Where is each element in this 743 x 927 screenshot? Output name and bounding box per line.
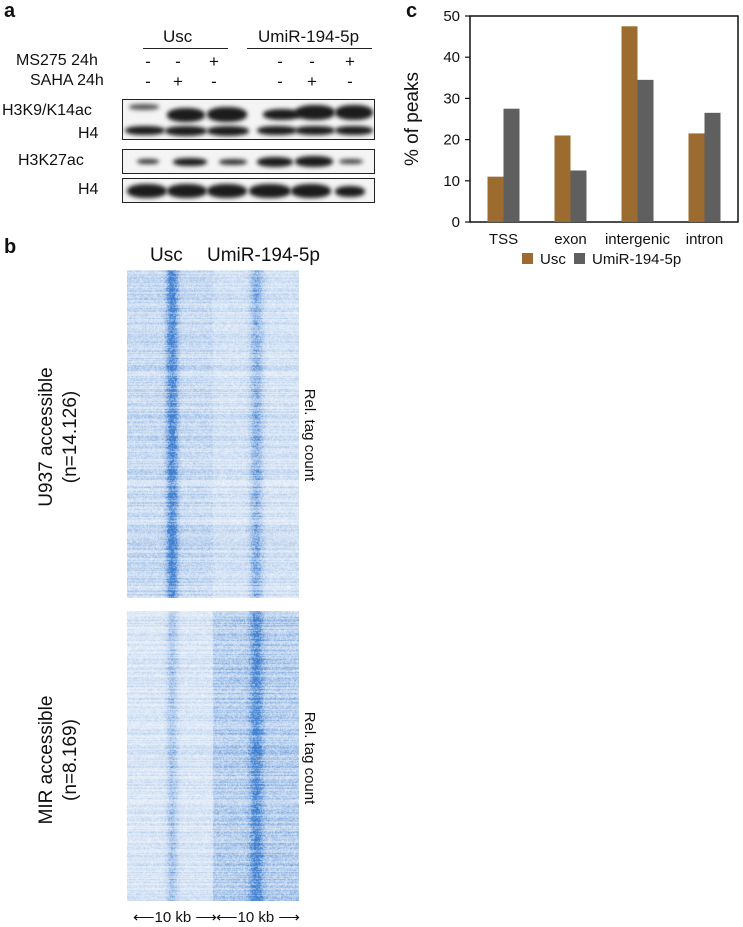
blot-group-usc-line <box>143 48 228 49</box>
y-tick-label: 0 <box>452 214 460 231</box>
blot-group-usc-label: Usc <box>163 27 193 46</box>
treatment-sign: + <box>345 52 355 71</box>
blot-group-umir-line <box>247 48 372 49</box>
treatment-sign: - <box>277 72 283 91</box>
top-label-line1: U937 accessible <box>36 367 57 507</box>
treatment-sign: + <box>173 72 183 91</box>
bottom-label-line2: (n=8.169) <box>60 719 81 801</box>
scale-bar-umir: ⟵10 kb ⟶ <box>216 909 300 926</box>
treatment-sign: - <box>145 72 151 91</box>
arrow-right-icon: ⟶ <box>191 909 217 926</box>
legend-label: Usc <box>540 251 566 268</box>
y-tick-label: 50 <box>443 8 460 25</box>
heatmap-top-row-label: U937 accessible (n=14.126) <box>35 337 85 537</box>
treatment-sign: - <box>277 52 283 71</box>
scale-bar-usc: ⟵10 kb ⟶ <box>133 909 217 926</box>
blot-h3k9k14ac-h4 <box>122 99 375 140</box>
y-axis-label: % of peaks <box>402 72 423 166</box>
row-label-h4-bottom: H4 <box>78 181 99 198</box>
rel-tag-count-top: Rel. tag count <box>301 388 318 482</box>
y-tick-label: 10 <box>443 173 460 190</box>
legend-label: UmiR-194-5p <box>592 251 681 268</box>
heatmap-mir-accessible <box>127 611 299 901</box>
treatment-sign: + <box>209 52 219 71</box>
panel-a-letter: a <box>4 0 16 22</box>
treatment-sign: - <box>309 52 315 71</box>
y-tick-label: 20 <box>443 132 460 149</box>
bar-umir-194-5p-intron <box>704 112 721 222</box>
y-tick-label: 30 <box>443 90 460 107</box>
top-label-line2: (n=14.126) <box>60 390 81 484</box>
bar-umir-194-5p-intergenic <box>637 79 654 222</box>
panel-b-letter: b <box>4 236 17 258</box>
blot-h3k27ac <box>122 149 375 174</box>
plot-frame <box>469 15 739 223</box>
blot-h4-loading <box>122 178 375 203</box>
bottom-label-line1: MIR accessible <box>36 695 57 825</box>
bar-usc-TSS <box>487 176 504 222</box>
arrow-left-icon: ⟵ <box>133 909 155 926</box>
bar-usc-intron <box>688 133 705 222</box>
row-label-h3k27ac: H3K27ac <box>18 152 84 169</box>
panel-c-letter: c <box>406 0 418 22</box>
bar-chart: 0 10 20 30 40 50 % of peaks TSS exon intergenic in… <box>402 8 739 268</box>
x-tick-label: TSS <box>489 231 518 248</box>
heatmap-u937-accessible <box>127 270 299 598</box>
y-tick-label: 40 <box>443 49 460 66</box>
x-tick-label: exon <box>554 231 587 248</box>
treatment-saha-label: SAHA 24h <box>30 72 104 89</box>
legend-swatch <box>574 253 585 264</box>
treatment-sign: - <box>175 52 181 71</box>
bar-umir-194-5p-TSS <box>503 108 520 222</box>
blot-group-umir-label: UmiR-194-5p <box>258 27 360 46</box>
arrow-left-icon: ⟵ <box>216 909 238 926</box>
treatment-ms275-label: MS275 24h <box>16 52 98 69</box>
legend-swatch <box>522 253 533 264</box>
bar-usc-exon <box>554 135 571 222</box>
row-label-h4-top: H4 <box>78 125 99 142</box>
bar-umir-194-5p-exon <box>570 170 587 222</box>
heatmap-col-usc: Usc <box>150 245 183 266</box>
row-label-h3k9k14ac: H3K9/K14ac <box>2 102 92 119</box>
treatment-sign: - <box>145 52 151 71</box>
arrow-right-icon: ⟶ <box>274 909 300 926</box>
heatmap-bottom-row-label: MIR accessible (n=8.169) <box>35 660 85 860</box>
treatment-sign: - <box>347 72 353 91</box>
heatmap-col-umir: UmiR-194-5p <box>207 245 320 266</box>
treatment-sign: - <box>211 72 217 91</box>
x-tick-label: intergenic <box>605 231 671 248</box>
rel-tag-count-bottom: Rel. tag count <box>301 711 318 805</box>
treatment-sign: + <box>307 72 317 91</box>
bar-usc-intergenic <box>621 26 638 222</box>
x-tick-label: intron <box>686 231 724 248</box>
